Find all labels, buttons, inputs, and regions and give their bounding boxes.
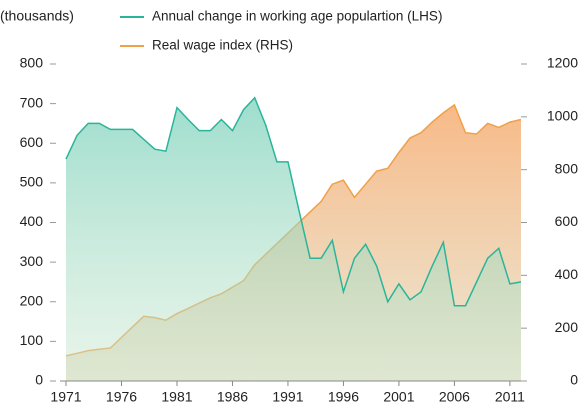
y-tick-label: 600 <box>20 134 44 150</box>
series-line <box>65 96 522 307</box>
y-tick-label: 100 <box>20 332 44 348</box>
y2-tick-label: 1200 <box>547 55 578 71</box>
x-tick-label: 1976 <box>106 389 137 405</box>
y-tick-label: 300 <box>20 253 44 269</box>
area-fill <box>66 97 521 381</box>
y2-tick-label: 400 <box>555 266 579 282</box>
y-axis-label: (thousands) <box>0 8 74 24</box>
y-tick-label: 800 <box>20 55 44 71</box>
x-tick-label: 1986 <box>217 389 248 405</box>
x-tick-label: 1991 <box>272 389 303 405</box>
x-tick-label: 1971 <box>50 389 81 405</box>
x-tick-label: 2001 <box>383 389 414 405</box>
legend-label: Annual change in working age populartion… <box>152 9 442 24</box>
y2-tick-label: 0 <box>570 372 578 388</box>
y-tick-label: 700 <box>20 94 44 110</box>
y-tick-label: 200 <box>20 292 44 308</box>
y-tick-label: 0 <box>35 372 43 388</box>
x-tick-label: 1981 <box>161 389 192 405</box>
y2-tick-label: 200 <box>555 319 579 335</box>
y-tick-label: 400 <box>20 213 44 229</box>
x-tick-label: 2006 <box>439 389 470 405</box>
y2-tick-label: 600 <box>555 213 579 229</box>
y2-tick-label: 1000 <box>547 108 578 124</box>
legend-label: Real wage index (RHS) <box>152 38 293 53</box>
y-tick-label: 500 <box>20 174 44 190</box>
y2-tick-label: 800 <box>555 160 579 176</box>
x-tick-label: 2011 <box>495 389 525 405</box>
x-tick-label: 1996 <box>328 389 359 405</box>
